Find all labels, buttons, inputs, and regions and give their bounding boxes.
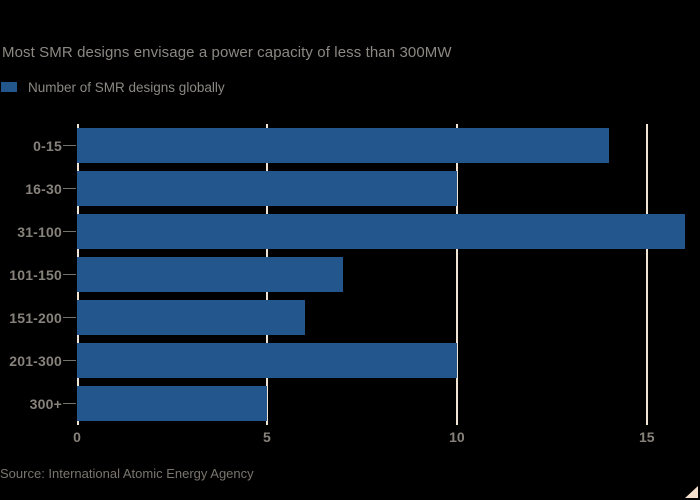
bar-201-300 (77, 343, 457, 378)
bar-31-100 (77, 214, 685, 249)
category-tick-101-150 (63, 273, 76, 276)
bar-101-150 (77, 257, 343, 292)
source-note: Source: International Atomic Energy Agen… (0, 466, 254, 481)
legend: Number of SMR designs globally (1, 79, 225, 95)
chart-title: Most SMR designs envisage a power capaci… (2, 44, 452, 61)
legend-label: Number of SMR designs globally (28, 79, 225, 95)
category-label-16-30: 16-30 (25, 180, 62, 197)
ft-corner-triangle-icon (685, 486, 698, 498)
legend-swatch-icon (1, 82, 17, 92)
bar-0-15 (77, 128, 609, 163)
category-label-151-200: 151-200 (9, 309, 62, 326)
x-axis-label-0: 0 (73, 429, 81, 445)
category-tick-0-15 (63, 144, 76, 147)
bar-16-30 (77, 171, 457, 206)
category-tick-16-30 (63, 187, 76, 190)
gridline-10 (456, 124, 458, 425)
category-label-101-150: 101-150 (9, 266, 62, 283)
gridline-15 (646, 124, 648, 425)
bar-300+ (77, 386, 267, 421)
category-tick-201-300 (63, 359, 76, 362)
plot-area: 0 5 10 15 0-15 16-30 31-100 101-150 151-200 201-3… (9, 124, 700, 445)
category-label-201-300: 201-300 (9, 352, 62, 369)
x-axis-label-5: 5 (263, 429, 271, 445)
category-label-0-15: 0-15 (33, 137, 62, 154)
category-label-300+: 300+ (29, 395, 62, 412)
category-label-31-100: 31-100 (17, 223, 62, 240)
category-tick-151-200 (63, 316, 76, 319)
x-axis-label-15: 15 (639, 429, 655, 445)
category-tick-31-100 (63, 230, 76, 233)
x-axis-label-10: 10 (449, 429, 465, 445)
category-tick-300+ (63, 402, 76, 405)
bar-151-200 (77, 300, 305, 335)
